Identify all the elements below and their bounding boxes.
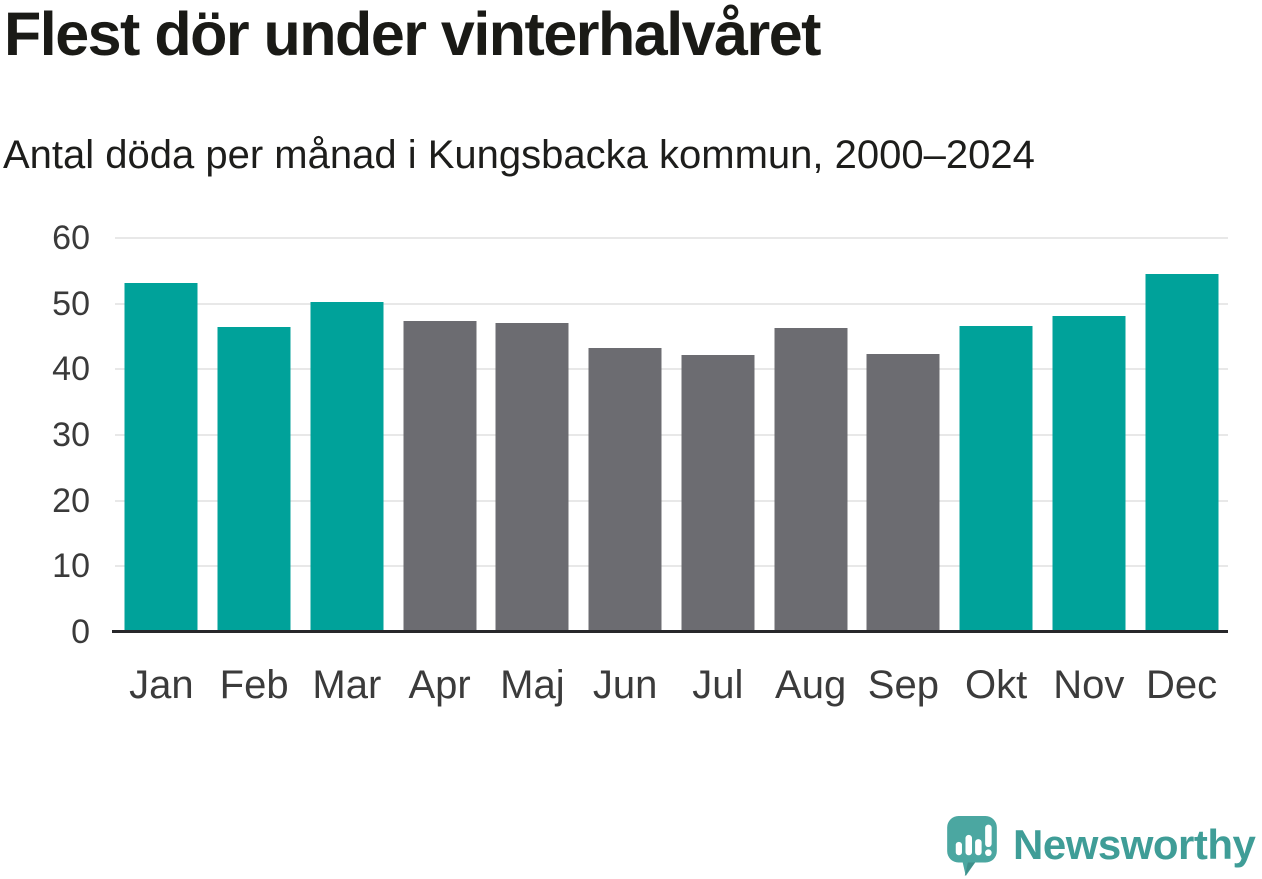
x-tick-label-jan: Jan (129, 663, 194, 707)
bar-maj (495, 322, 569, 632)
bar-slot-okt (950, 238, 1043, 632)
x-tick-label-jul: Jul (692, 663, 744, 707)
gridline-60 (115, 237, 1228, 239)
x-tick-label-maj: Maj (500, 663, 565, 707)
y-tick-label-50: 50 (52, 284, 90, 323)
x-tick-label-nov: Nov (1053, 663, 1125, 707)
bar-jun (588, 348, 662, 632)
y-tick-label-20: 20 (52, 481, 90, 520)
y-tick-label-40: 40 (52, 350, 90, 389)
bar-slot-maj (486, 238, 579, 632)
bar-slot-jun (579, 238, 672, 632)
y-tick-label-10: 10 (52, 547, 90, 586)
logo-wordmark: Newsworthy (1013, 821, 1256, 868)
x-tick-label-mar: Mar (312, 663, 382, 707)
bar-slot-sep (857, 238, 950, 632)
x-axis: Jan Feb Mar Apr Maj Jun Jul Aug Sep Okt Nov Dec (115, 661, 1228, 709)
bar-mar (310, 302, 384, 632)
bar-slot-apr (393, 238, 486, 632)
bar-slot-mar (301, 238, 394, 632)
bar-sep (866, 353, 940, 632)
y-tick-label-0: 0 (71, 613, 90, 651)
bar-slot-jul (672, 238, 765, 632)
y-tick-label-60: 60 (52, 219, 90, 257)
gridline-40 (115, 368, 1228, 371)
chart-title: Flest dör under vinterhalvåret (4, 0, 822, 68)
plot-area (112, 237, 1228, 633)
gridline-20 (115, 499, 1228, 502)
x-tick-label-feb: Feb (219, 663, 289, 707)
bar-jan (124, 283, 198, 632)
bar-okt (959, 326, 1033, 632)
x-tick-label-jun: Jun (592, 663, 658, 707)
bar-nov (1052, 315, 1126, 632)
gridline-50 (115, 302, 1228, 305)
x-axis-line (112, 630, 1228, 633)
bar-feb (217, 327, 291, 632)
bar-series (115, 238, 1228, 632)
bar-apr (403, 321, 477, 632)
y-tick-label-30: 30 (52, 416, 90, 454)
bar-slot-aug (764, 238, 857, 632)
x-tick-label-okt: Okt (965, 663, 1028, 707)
bar-slot-nov (1043, 238, 1136, 632)
bar-slot-feb (208, 238, 301, 632)
bar-slot-dec (1135, 238, 1228, 632)
chart-subtitle: Antal döda per månad i Kungsbacka kommun… (3, 133, 1035, 177)
bar-slot-jan (115, 238, 208, 632)
bar-dec (1145, 274, 1219, 632)
newsworthy-speech-bubble-bar-chart-icon (947, 816, 997, 876)
bar-aug (774, 327, 848, 632)
gridline-30 (115, 434, 1228, 436)
newsworthy-logo: Newsworthy (947, 816, 1256, 876)
bar-jul (681, 354, 755, 632)
x-tick-label-apr: Apr (408, 663, 471, 707)
y-axis: 0 10 20 30 40 50 60 (0, 219, 90, 651)
x-tick-label-dec: Dec (1146, 663, 1218, 707)
x-tick-label-aug: Aug (775, 663, 847, 707)
gridline-10 (115, 565, 1228, 568)
x-tick-label-sep: Sep (867, 663, 939, 707)
